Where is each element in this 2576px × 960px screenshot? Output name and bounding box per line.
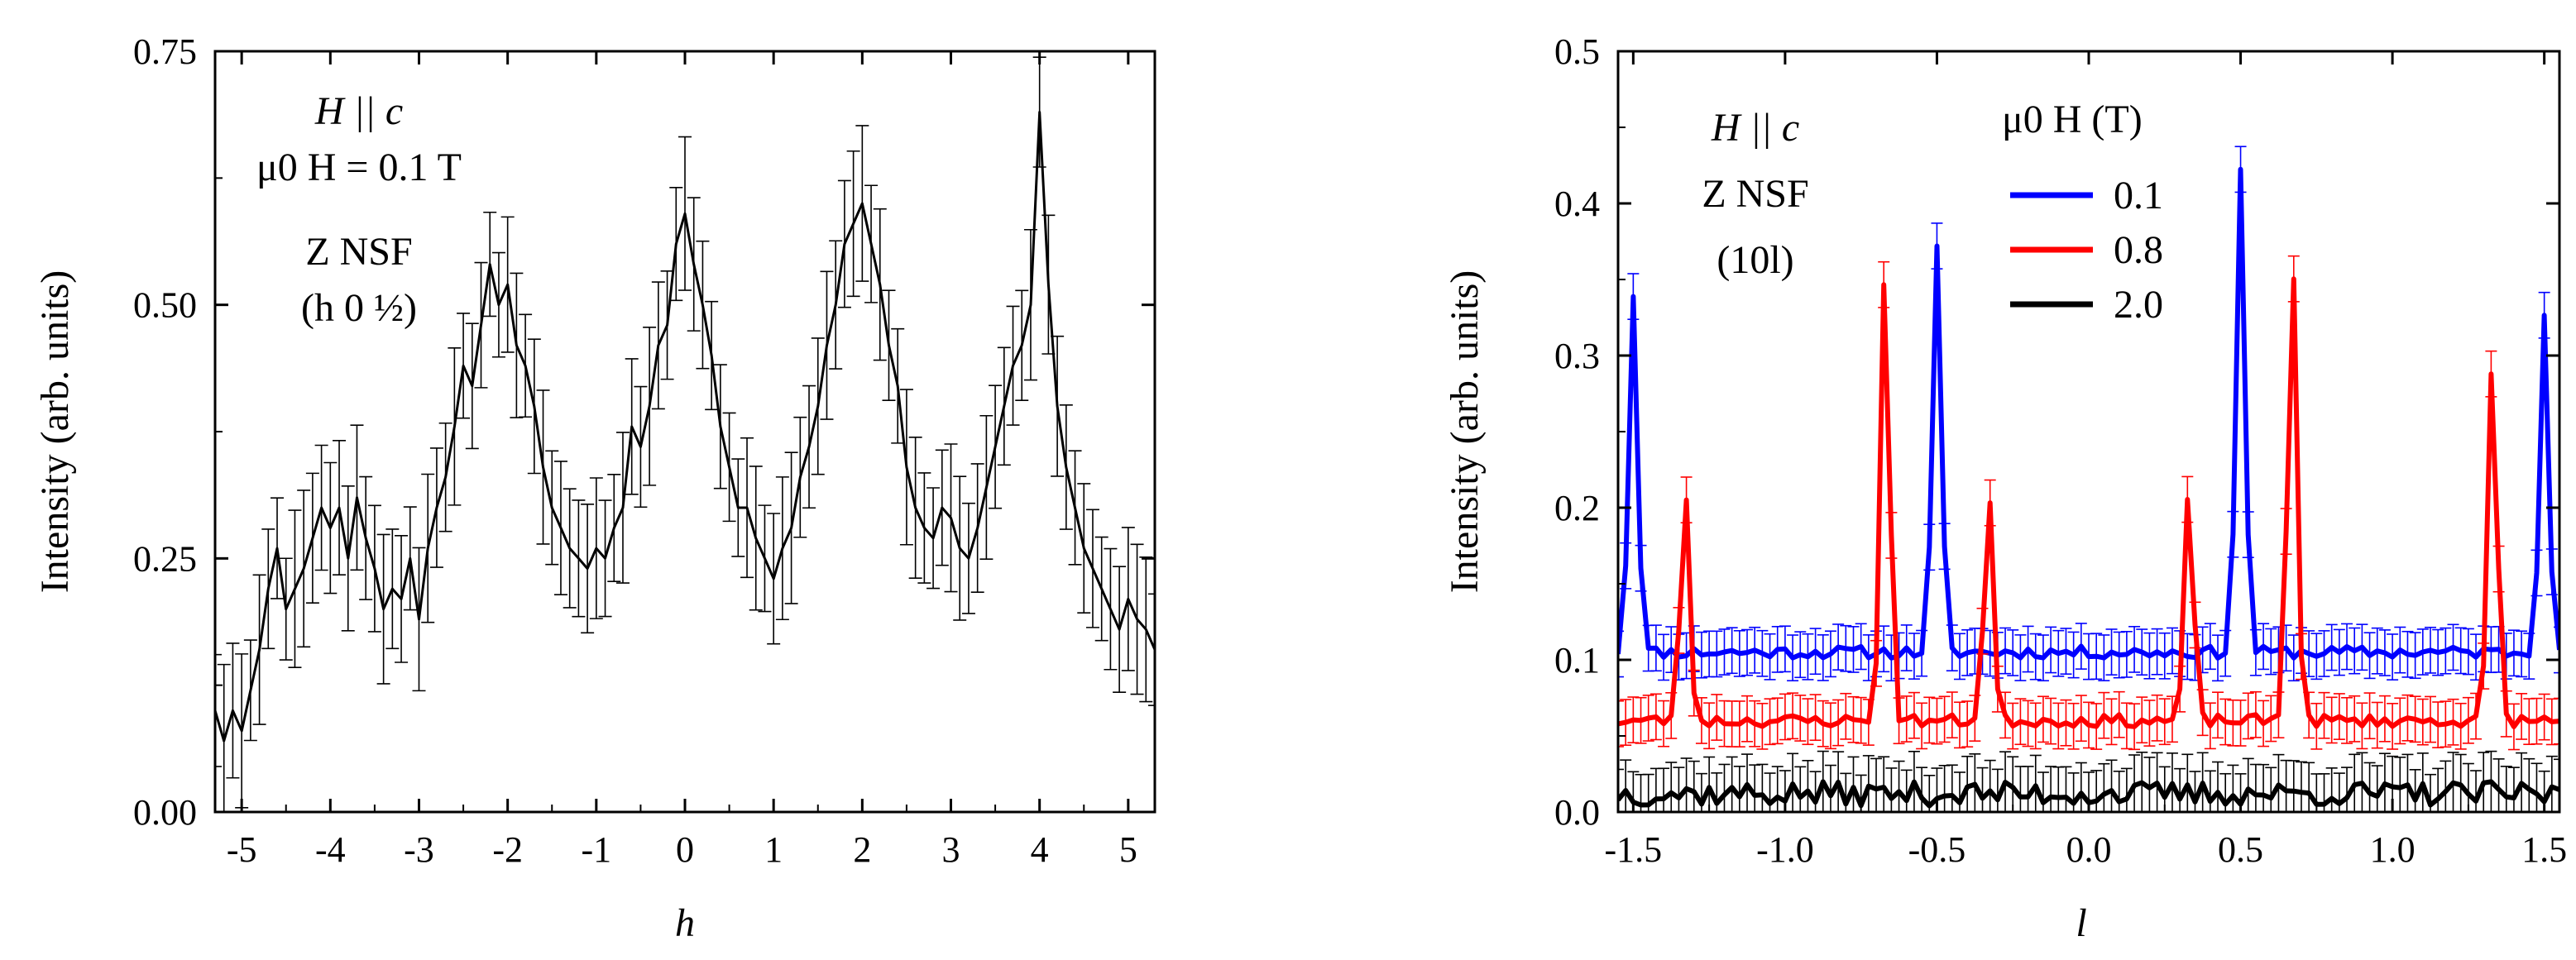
left-y-axis-label: Intensity (arb. units) xyxy=(33,270,77,594)
left-x-tick-label: -1 xyxy=(582,829,612,870)
left-y-tick-label: 0.25 xyxy=(133,538,197,579)
annotation-channel: Z NSF xyxy=(305,230,412,274)
right-series-2.0-error-bar xyxy=(2554,758,2559,812)
left-series-error-bar xyxy=(1148,593,1155,706)
right-y-tick-label: 0.3 xyxy=(1554,336,1600,376)
right-x-tick-label: -1.5 xyxy=(1605,829,1663,870)
panel-right-l-scan: -1.5 -1.0 -0.5 0.0 0.5 1.0 1.5 0.0 0.1 0.2 0.3 0.4 0… xyxy=(1443,31,2567,945)
right-y-tick-label: 0.4 xyxy=(1554,184,1600,224)
right-data-layer xyxy=(1618,146,2559,812)
right-x-tick-label: 1.5 xyxy=(2521,829,2567,870)
right-series-2.0-error-bar xyxy=(1618,768,1624,812)
legend-label-2.0: 2.0 xyxy=(2114,283,2163,327)
left-x-axis-label: h xyxy=(675,901,695,945)
right-x-tick-label: 1.0 xyxy=(2370,829,2416,870)
left-x-tick-label: 0 xyxy=(676,829,694,870)
left-y-tick-label: 0.75 xyxy=(133,31,197,72)
left-x-tick-label: 5 xyxy=(1119,829,1137,870)
panel-left-h-scan: -5 -4 -3 -2 -1 0 1 2 3 4 5 0.00 0.25 0.50 0.75 Intensi… xyxy=(33,31,1156,945)
annotation-scan-direction: (h 0 ½) xyxy=(301,286,417,330)
left-axes: -5 -4 -3 -2 -1 0 1 2 3 4 5 0.00 0.25 0.50 0.75 xyxy=(133,31,1155,870)
left-x-tick-label: 2 xyxy=(853,829,871,870)
right-series-0.1 xyxy=(1618,146,2559,682)
right-x-tick-label: 0.0 xyxy=(2066,829,2112,870)
right-x-tick-label: 0.5 xyxy=(2218,829,2263,870)
left-data-layer xyxy=(215,56,1155,812)
right-y-axis-label: Intensity (arb. units) xyxy=(1443,270,1487,594)
legend-label-0.1: 0.1 xyxy=(2114,174,2163,217)
right-series-0.1-line xyxy=(1618,166,2559,661)
left-x-tick-label: 4 xyxy=(1031,829,1049,870)
right-series-0.8-line xyxy=(1618,276,2559,729)
left-y-tick-label: 0.00 xyxy=(133,792,197,833)
right-y-tick-label: 0.5 xyxy=(1554,31,1600,72)
right-y-tick-label: 0.2 xyxy=(1554,488,1600,528)
left-y-tick-label: 0.50 xyxy=(133,285,197,326)
left-x-tick-label: -4 xyxy=(315,829,346,870)
left-x-tick-label: 3 xyxy=(942,829,960,870)
annotation-field-direction: H || c xyxy=(1711,106,1799,150)
left-x-tick-label: -2 xyxy=(492,829,523,870)
annotation-channel: Z NSF xyxy=(1702,172,1808,216)
right-x-axis-label: l xyxy=(2076,901,2086,945)
right-series-0.8 xyxy=(1618,255,2559,751)
right-y-tick-label: 0.1 xyxy=(1554,640,1600,681)
legend: μ0 H (T) 0.1 0.8 2.0 xyxy=(2002,98,2163,327)
annotation-field-direction: H || c xyxy=(314,89,403,133)
left-series-line xyxy=(215,111,1155,743)
right-x-tick-label: -0.5 xyxy=(1908,829,1966,870)
right-plot-frame xyxy=(1616,50,2561,814)
right-x-tick-label: -1.0 xyxy=(1756,829,1814,870)
legend-label-0.8: 0.8 xyxy=(2114,228,2163,272)
right-series-2.0 xyxy=(1618,750,2559,812)
left-series-0.1 T xyxy=(215,56,1155,812)
left-x-tick-label: -5 xyxy=(227,829,257,870)
right-annotations: H || c Z NSF (10l) xyxy=(1702,106,1808,282)
right-series-0.8-error-bar xyxy=(2554,697,2559,745)
left-series-error-bar xyxy=(215,653,222,767)
annotation-scan-direction: (10l) xyxy=(1717,238,1793,282)
left-x-tick-label: 1 xyxy=(764,829,783,870)
legend-title: μ0 H (T) xyxy=(2002,98,2143,141)
right-axes: -1.5 -1.0 -0.5 0.0 0.5 1.0 1.5 0.0 0.1 0.2 0.3 0.4 0… xyxy=(1554,31,2567,870)
right-series-0.8-error-bar xyxy=(1618,700,1624,747)
annotation-field-value: μ0 H = 0.1 T xyxy=(256,146,462,189)
left-annotations: H || c μ0 H = 0.1 T Z NSF (h 0 ½) xyxy=(256,89,462,330)
right-y-tick-label: 0.0 xyxy=(1554,792,1600,833)
left-x-tick-label: -3 xyxy=(404,829,434,870)
